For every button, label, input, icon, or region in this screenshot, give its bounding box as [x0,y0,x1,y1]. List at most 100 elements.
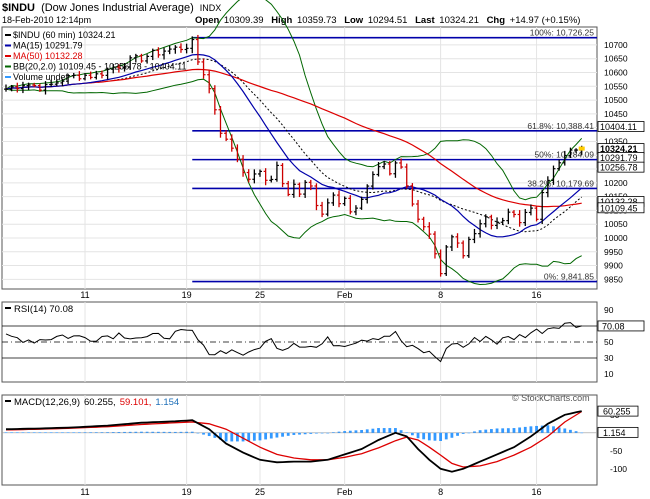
price-y-tick-label: 9950 [604,247,623,257]
price-bar [297,182,302,198]
price-bar [94,70,99,80]
price-bar [568,147,573,158]
macd-histogram-bar [83,432,87,433]
price-bar [500,217,505,225]
price-bar [54,79,59,87]
price-bar [60,78,65,87]
macd-panel [1,394,598,486]
macd-histogram-bar [433,432,437,441]
price-bar [303,180,308,198]
macd-histogram-bar [484,429,488,433]
price-value-tag-text: 10291.79 [600,153,638,163]
macd-histogram-bar [49,432,53,433]
macd-x-tick-label: 19 [182,487,192,497]
price-bar [399,158,404,169]
price-value-tag-text: 10256.78 [600,163,638,173]
macd-histogram-bar [320,432,324,434]
price-bar [466,236,471,258]
fib-level-label: 38.2%: 10,179.69 [527,178,594,188]
last-price-marker [578,146,585,151]
macd-legend-part: 59.101, [120,397,152,408]
price-bar [105,67,110,80]
macd-histogram-bar [354,430,358,433]
macd-histogram-bar [168,431,172,433]
price-bar [252,169,257,184]
macd-histogram-bar [506,428,510,433]
macd-histogram-bar [490,429,493,433]
price-y-tick-label: 10650 [604,54,628,64]
price-bar [455,233,460,248]
price-bar [15,82,20,93]
rsi-layer [2,322,597,363]
price-bar [274,161,279,182]
macd-histogram-bar [27,432,30,433]
macd-histogram-bar [156,431,160,433]
chart-date: 18-Feb-2010 12:14pm [2,15,91,25]
macd-x-tick-label: 8 [438,487,443,497]
price-bar [88,71,93,80]
macd-histogram-bar [416,432,420,439]
price-x-tick-label: 19 [182,290,192,300]
price-bar [427,222,432,239]
price-bar [173,45,178,54]
macd-x-tick-label: 16 [532,487,542,497]
chart-title: $INDU (Dow Jones Industrial Average) IND… [2,2,221,14]
macd-histogram-bar [106,432,109,433]
rsi-y-tick-label: 90 [604,305,614,315]
price-y-tick-label: 10550 [604,81,628,91]
price-bar [162,47,167,60]
price-bar [416,199,421,223]
macd-histogram-bar [123,431,126,433]
macd-x-tick-label: 25 [255,487,265,497]
price-bar [229,134,234,152]
bb-lower-line [5,78,582,286]
legend-ma50: MA(50) 10132.28 [13,51,83,61]
price-bar [370,171,375,190]
macd-histogram-bar [456,432,459,436]
macd-histogram-bar [405,432,409,433]
price-bar [32,82,37,88]
price-bar [246,169,251,183]
price-y-tick-label: 10600 [604,68,628,78]
price-bar [235,144,240,163]
macd-histogram-bar [89,432,93,433]
price-bar [387,161,392,176]
legend-price: $INDU (60 min) 10324.21 [13,30,116,40]
price-bar [562,150,567,166]
price-bar [472,228,477,244]
ma15-line [5,53,583,238]
price-value-tag-text: 10324.21 [600,144,638,154]
price-bar [325,198,330,217]
price-bar [111,63,116,74]
price-bar [167,45,172,55]
macd-histogram-bar [162,431,166,433]
macd-histogram-bar [298,432,301,435]
macd-histogram-bar [377,428,380,433]
credit-text: © StockCharts.com [512,393,590,403]
price-y-tick-label: 10050 [604,219,628,229]
macd-histogram-bar [399,430,403,433]
price-bar [348,195,353,215]
price-bar [190,36,195,54]
price-bar [224,130,229,142]
macd-histogram-bar [61,432,64,433]
price-bar [37,83,42,92]
macd-histogram-bar [388,428,392,433]
macd-histogram-bar [365,429,369,433]
macd-histogram-bar [309,432,313,434]
macd-histogram-bar [371,428,375,433]
price-bar [308,179,313,191]
price-bar [523,209,528,226]
macd-histogram-bar [478,430,482,433]
price-bar [461,240,466,259]
macd-histogram-bar [557,427,561,433]
price-bar [184,43,189,54]
price-y-tick-label: 9850 [604,274,623,284]
macd-histogram-bar [185,431,189,433]
price-x-tick-label: Feb [337,290,353,300]
macd-line [5,410,582,473]
price-y-tick-label: 9900 [604,261,623,271]
price-bar [545,176,550,198]
